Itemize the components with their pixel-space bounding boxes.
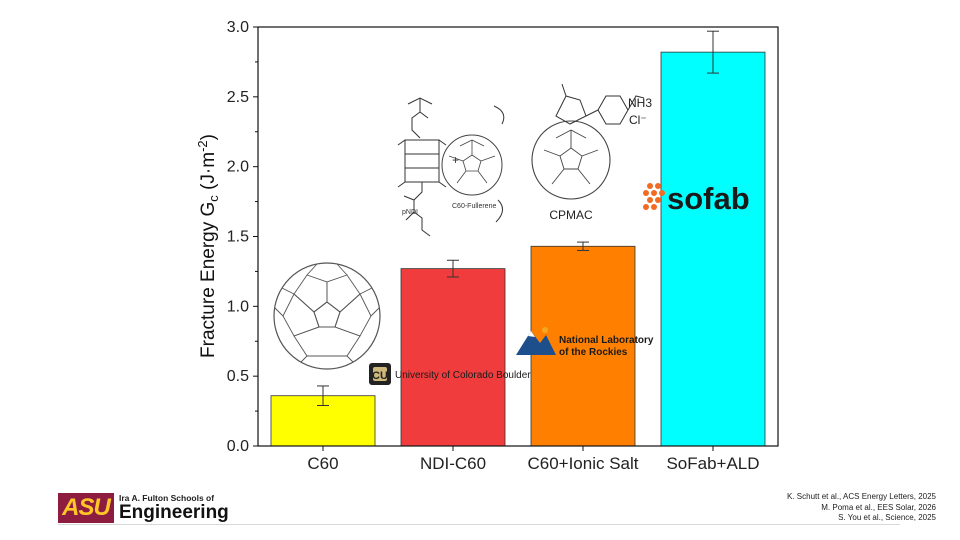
y-tick-label: 0.0: [227, 438, 249, 455]
x-tick-label: SoFab+ALD: [666, 454, 759, 473]
y-tick-label: 2.0: [227, 159, 249, 176]
sofab-logo: sofab: [643, 181, 750, 216]
cpmac-illustration: NH3 Cl⁻ CPMAC: [531, 83, 652, 222]
nh3-label: NH3: [628, 96, 652, 110]
error-bars-layer: [317, 30, 719, 406]
footer-divider: [58, 524, 900, 525]
c60-molecule-illustration: [273, 262, 381, 370]
svg-text:+: +: [452, 153, 459, 167]
bar-ndi-c60: [400, 268, 506, 447]
references: K. Schutt et al., ACS Energy Letters, 20…: [787, 492, 936, 524]
bars-layer: [270, 51, 766, 447]
x-tick-label: C60: [307, 454, 338, 473]
pndi-label: pNDI: [402, 209, 418, 216]
fullerene-label: C60-Fullerene: [452, 203, 496, 210]
nlr-text-line1: National Laboratory: [559, 335, 654, 346]
y-tick-label: 2.5: [227, 89, 249, 106]
reference-line: M. Poma et al., EES Solar, 2026: [821, 502, 936, 512]
y-axis-ticks: 0.0 0.5 1.0 1.5 2.0 2.5 3.0: [227, 19, 258, 455]
y-tick-label: 1.0: [227, 298, 249, 315]
cpmac-label: CPMAC: [549, 208, 593, 222]
sofab-logo-text: sofab: [667, 181, 750, 216]
nlr-text-line2: of the Rockies: [559, 347, 628, 358]
y-tick-label: 0.5: [227, 368, 249, 385]
error-bar: [707, 30, 719, 74]
y-axis-title: Fracture Energy Gc (J·m-2): [195, 134, 221, 358]
nlr-logo: National Laboratory of the Rockies: [516, 327, 654, 358]
x-tick-label: C60+Ionic Salt: [527, 454, 638, 473]
error-bar: [447, 259, 459, 278]
error-bar: [317, 385, 329, 406]
asu-school-name: Ira A. Fulton Schools of: [119, 493, 215, 503]
chloride-label: Cl⁻: [629, 113, 647, 127]
error-bar: [577, 241, 589, 251]
cu-boulder-text: University of Colorado Boulder: [395, 370, 531, 381]
reference-line: S. You et al., Science, 2025: [838, 513, 936, 522]
x-axis-labels: C60 NDI-C60 C60+Ionic Salt SoFab+ALD: [307, 446, 760, 473]
x-tick-label: NDI-C60: [420, 454, 486, 473]
pndi-fullerene-illustration: pNDI + C60-Fullerene: [397, 97, 505, 237]
y-tick-label: 3.0: [227, 19, 249, 36]
cu-boulder-logo: CU University of Colorado Boulder: [369, 363, 531, 385]
y-tick-label: 1.5: [227, 229, 249, 246]
reference-line: K. Schutt et al., ACS Energy Letters, 20…: [787, 492, 936, 501]
asu-mark: ASU: [58, 493, 114, 523]
bar-sofab-ald: [660, 51, 766, 447]
asu-engineering-text: Engineering: [119, 502, 229, 523]
svg-text:CU: CU: [372, 370, 388, 382]
